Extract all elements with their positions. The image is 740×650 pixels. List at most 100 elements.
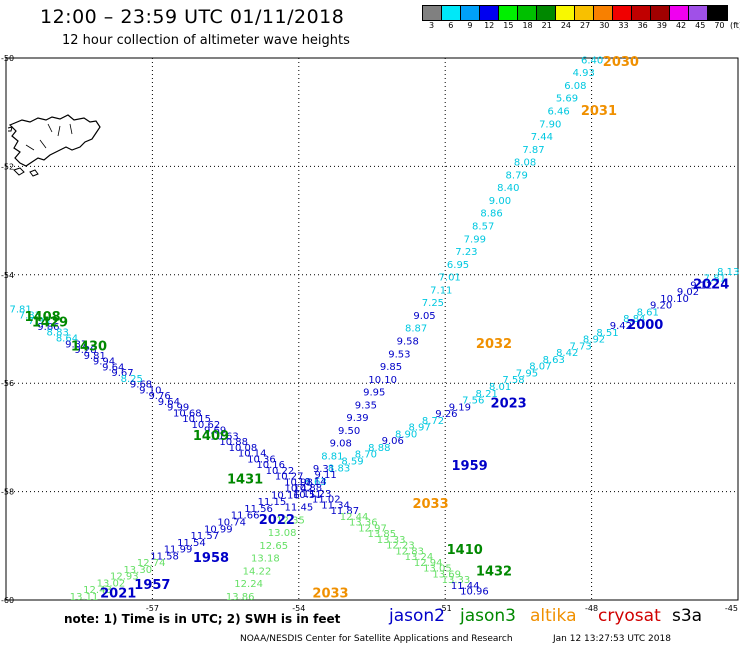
pass-time-label: 1408 — [25, 310, 61, 325]
wave-height-value: 11.58 — [150, 551, 179, 562]
lon-tick-label: -51 — [439, 604, 452, 613]
wave-height-value: 9.35 — [355, 400, 377, 411]
wave-height-value: 7.58 — [502, 375, 524, 386]
wave-height-value: 9.67 — [111, 368, 133, 379]
wave-height-value: 13.69 — [432, 569, 461, 580]
longitude-tick-labels: -57 -54 -51 -48 -45 — [146, 604, 738, 613]
wave-height-value: 11.56 — [244, 504, 273, 515]
wave-height-value: 13.24 — [405, 552, 434, 563]
scale-swatch — [575, 6, 594, 20]
legend-item-cryosat: cryosat — [598, 606, 661, 626]
wave-height-value: 10.98 — [284, 477, 313, 488]
wave-height-value: 9.31 — [313, 464, 335, 475]
wave-height-value: 10.14 — [298, 477, 327, 488]
wave-height-value: 9.05 — [413, 311, 435, 322]
lon-tick-label: -48 — [585, 604, 598, 613]
wave-height-value: 10.42 — [284, 484, 313, 495]
wave-height-value: 8.72 — [422, 416, 444, 427]
wave-height-value: 8.01 — [489, 382, 511, 393]
wave-height-value: 10.10 — [660, 294, 689, 305]
wave-height-value: 14.22 — [243, 566, 272, 577]
page-title: 12:00 – 23:59 UTC 01/11/2018 — [40, 6, 345, 28]
wave-height-value: 7.90 — [539, 119, 561, 130]
wave-height-value: 7.23 — [455, 247, 477, 258]
wave-height-value: 11.23 — [303, 489, 332, 500]
wave-height-value: 8.70 — [355, 450, 377, 461]
wave-height-value: 13.85 — [368, 529, 397, 540]
wave-height-value: 8.25 — [121, 374, 143, 385]
pass-time-label: 1959 — [452, 459, 488, 474]
wave-height-value: 13.05 — [423, 564, 452, 575]
wave-height-value: 10.62 — [192, 420, 221, 431]
scale-swatch — [689, 6, 708, 20]
lat-tick-label: -52 — [1, 162, 14, 171]
scale-swatch — [708, 6, 727, 20]
wave-height-value: 11.54 — [177, 538, 206, 549]
scale-label: 15 — [503, 21, 514, 30]
wave-height-value: 10.63 — [210, 431, 239, 442]
pass-time-label: 2021 — [100, 586, 136, 601]
wave-height-value: 10.16 — [271, 490, 300, 501]
wave-height-value: 12.83 — [395, 546, 424, 557]
wave-height-value: 8.83 — [328, 463, 350, 474]
wave-height-value: 10.36 — [247, 454, 276, 465]
wave-height-value: 8.40 — [497, 183, 519, 194]
wave-height-value: 9.26 — [435, 409, 457, 420]
wave-height-value: 10.14 — [238, 449, 267, 460]
wave-height-value: 9.11 — [315, 470, 337, 481]
lon-tick-label: -57 — [146, 604, 159, 613]
wave-height-value: 7.11 — [430, 285, 452, 296]
scale-label: 24 — [560, 21, 571, 30]
scale-label: 12 — [484, 21, 495, 30]
wave-height-value: 9.86 — [37, 322, 59, 333]
wave-height-value: 8.59 — [341, 457, 363, 468]
wave-height-value: 10.99 — [204, 524, 233, 535]
scale-label: 27 — [580, 21, 591, 30]
wave-height-value: 8.81 — [321, 451, 343, 462]
scale-swatch — [594, 6, 613, 20]
wave-height-value: 8.21 — [476, 389, 498, 400]
wave-height-value: 7.95 — [28, 316, 50, 327]
wave-height-value: 8.13 — [717, 267, 739, 278]
wave-height-value: 12.44 — [340, 512, 369, 523]
wave-height-value: 9.20 — [650, 301, 672, 312]
wave-height-value: 9.10 — [139, 385, 161, 396]
pass-time-label: 1958 — [193, 551, 229, 566]
wave-height-value: 11.99 — [164, 545, 193, 556]
legend-jason2: jason2 — [389, 606, 445, 626]
wave-height-value: 6.46 — [547, 107, 569, 118]
wave-height-value: 10.88 — [293, 483, 322, 494]
scale-swatch — [423, 6, 442, 20]
wave-height-value: 8.92 — [583, 335, 605, 346]
legend-item-s3a: s3a — [672, 606, 703, 626]
wave-height-value: 12.24 — [234, 579, 263, 590]
scale-label: 21 — [541, 21, 552, 30]
wave-height-value: 11.15 — [258, 497, 287, 508]
wave-height-value: 8.51 — [596, 328, 618, 339]
wave-height-value: 10.96 — [460, 587, 489, 598]
wave-height-value: 8.87 — [405, 324, 427, 335]
wave-height-value: 10.51 — [293, 490, 322, 501]
wave-height-value: 7.73 — [569, 341, 591, 352]
lat-tick-label: -54 — [1, 271, 14, 280]
legend-cryosat: cryosat — [598, 606, 661, 626]
pass-time-label: 1429 — [32, 315, 68, 330]
wave-height-value: 9.39 — [346, 413, 368, 424]
legend-altika: altika — [530, 606, 577, 626]
scale-label: 36 — [637, 21, 648, 30]
wave-height-value: 6.08 — [564, 81, 586, 92]
scale-swatch — [442, 6, 461, 20]
pass-time-label: 1432 — [476, 565, 512, 580]
scale-label: 42 — [675, 21, 687, 30]
lat-tick-label: -50 — [1, 54, 14, 63]
legend-item-jason3: jason3 — [460, 606, 516, 626]
scale-label: 70 — [714, 21, 725, 30]
wave-height-value: 9.94 — [93, 357, 115, 368]
wave-height-value: 8.88 — [368, 443, 390, 454]
wave-height-value: 9.76 — [148, 391, 170, 402]
credit-text: NOAA/NESDIS Center for Satellite Applica… — [240, 634, 513, 644]
wave-height-value: 11.87 — [330, 506, 359, 517]
map-frame — [5, 57, 739, 601]
